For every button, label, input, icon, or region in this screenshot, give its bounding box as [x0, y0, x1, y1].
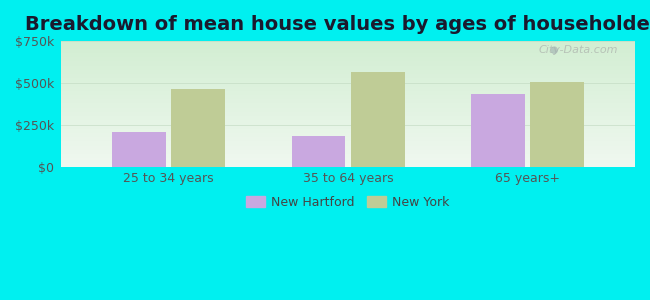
Text: ●: ● [549, 45, 558, 55]
Bar [530, 82, 584, 167]
Bar [112, 132, 166, 167]
Bar [351, 72, 404, 167]
Legend: New Hartford, New York: New Hartford, New York [241, 191, 455, 214]
Bar [172, 89, 226, 167]
Bar [471, 94, 525, 167]
Title: Breakdown of mean house values by ages of householders: Breakdown of mean house values by ages o… [25, 15, 650, 34]
Text: City-Data.com: City-Data.com [538, 45, 617, 55]
Bar [292, 136, 345, 167]
